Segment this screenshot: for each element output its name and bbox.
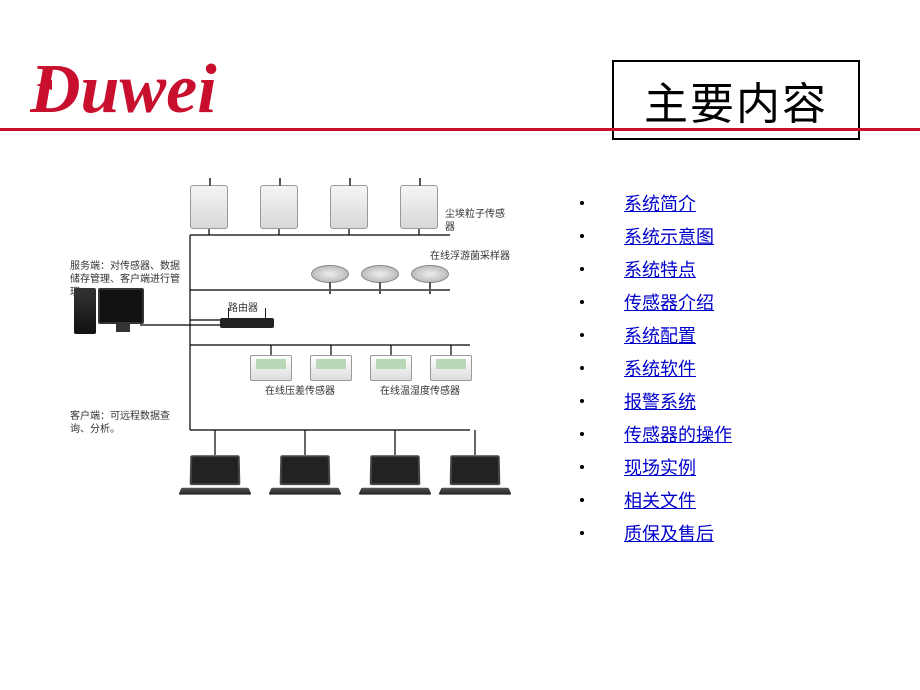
logo: Duwei <box>30 50 350 130</box>
dp-sensor <box>310 355 352 381</box>
plankton-sampler <box>311 265 349 283</box>
bullet-icon <box>580 333 584 337</box>
nav-link-diagram[interactable]: 系统示意图 <box>624 223 714 249</box>
server-note: 服务端：对传感器、数据储存管理、客户端进行管理。 <box>70 260 180 299</box>
nav-list: 系统简介 系统示意图 系统特点 传感器介绍 系统配置 系统软件 报警系统 传感器… <box>580 190 732 553</box>
dust-sensor <box>330 185 368 229</box>
plankton-sampler-label: 在线浮游菌采样器 <box>430 250 510 263</box>
nav-item: 系统软件 <box>580 355 732 381</box>
nav-link-operation[interactable]: 传感器的操作 <box>624 421 732 447</box>
dp-sensor-label: 在线压差传感器 <box>265 385 335 398</box>
bullet-icon <box>580 300 584 304</box>
nav-link-cases[interactable]: 现场实例 <box>624 454 696 480</box>
nav-item: 传感器的操作 <box>580 421 732 447</box>
bullet-icon <box>580 432 584 436</box>
dust-sensor <box>260 185 298 229</box>
nav-item: 报警系统 <box>580 388 732 414</box>
bullet-icon <box>580 267 584 271</box>
header: Duwei 主要内容 <box>0 0 920 140</box>
router-label: 路由器 <box>228 302 258 315</box>
nav-link-intro[interactable]: 系统简介 <box>624 190 696 216</box>
nav-link-sensors[interactable]: 传感器介绍 <box>624 289 714 315</box>
nav-link-docs[interactable]: 相关文件 <box>624 487 696 513</box>
nav-item: 现场实例 <box>580 454 732 480</box>
plankton-sampler <box>361 265 399 283</box>
client-note: 客户端：可远程数据查询、分析。 <box>70 410 180 436</box>
bullet-icon <box>580 366 584 370</box>
header-divider <box>0 128 920 131</box>
dp-sensor <box>250 355 292 381</box>
bullet-icon <box>580 498 584 502</box>
nav-link-features[interactable]: 系统特点 <box>624 256 696 282</box>
bullet-icon <box>580 201 584 205</box>
network-diagram: 尘埃粒子传感器 服务端：对传感器、数据储存管理、客户端进行管理。 路由器 在线浮… <box>70 180 510 510</box>
client-laptop <box>180 455 250 497</box>
th-sensor <box>430 355 472 381</box>
nav-item: 系统示意图 <box>580 223 732 249</box>
dust-sensor <box>190 185 228 229</box>
client-laptop <box>440 455 510 497</box>
svg-text:Duwei: Duwei <box>30 51 217 128</box>
bullet-icon <box>580 465 584 469</box>
duwei-logo-icon: Duwei <box>30 50 350 130</box>
th-sensor <box>370 355 412 381</box>
client-laptop <box>270 455 340 497</box>
nav-link-software[interactable]: 系统软件 <box>624 355 696 381</box>
dust-sensor <box>400 185 438 229</box>
th-sensor-label: 在线温湿度传感器 <box>380 385 460 398</box>
nav-item: 系统配置 <box>580 322 732 348</box>
bullet-icon <box>580 399 584 403</box>
nav-item: 相关文件 <box>580 487 732 513</box>
page-title: 主要内容 <box>644 80 828 129</box>
nav-link-alarm[interactable]: 报警系统 <box>624 388 696 414</box>
nav-link-config[interactable]: 系统配置 <box>624 322 696 348</box>
nav-item: 传感器介绍 <box>580 289 732 315</box>
nav-item: 系统简介 <box>580 190 732 216</box>
router-icon <box>220 318 274 328</box>
nav-item: 质保及售后 <box>580 520 732 546</box>
nav-item: 系统特点 <box>580 256 732 282</box>
nav-link-warranty[interactable]: 质保及售后 <box>624 520 714 546</box>
bullet-icon <box>580 234 584 238</box>
bullet-icon <box>580 531 584 535</box>
dust-sensor-label: 尘埃粒子传感器 <box>445 208 510 234</box>
plankton-sampler <box>411 265 449 283</box>
client-laptop <box>360 455 430 497</box>
